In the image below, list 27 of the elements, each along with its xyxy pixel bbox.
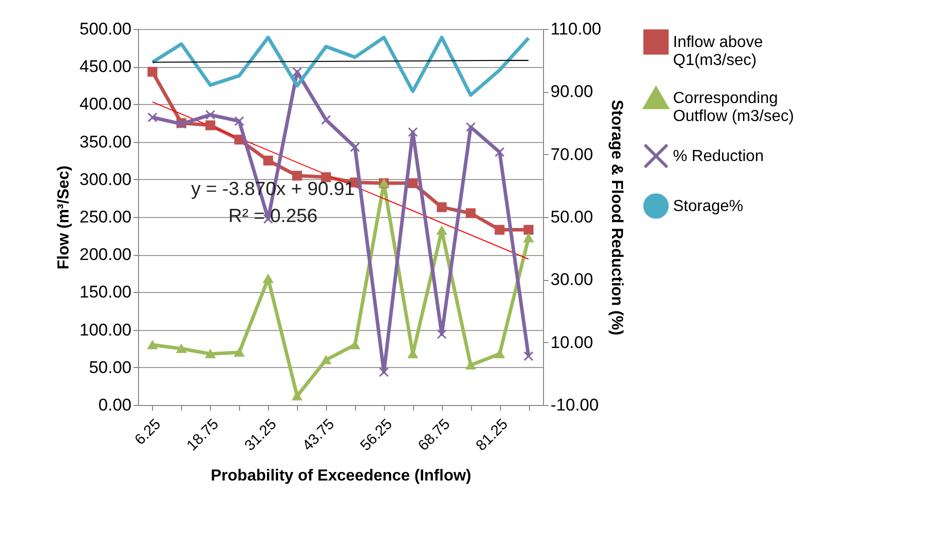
legend-label: % Reduction [673, 148, 764, 165]
y-tick-label: 200.00 [80, 245, 132, 264]
x-tick-label: 6.25 [132, 416, 164, 448]
y-tick-label: 0.00 [98, 396, 132, 414]
y-tick-label: 400.00 [80, 94, 132, 114]
y2-tick-label: 70.00 [550, 144, 594, 164]
y-tick-label: 50.00 [88, 358, 132, 377]
y2-tick-label: 110.00 [550, 20, 602, 38]
y-tick-label: 500.00 [80, 20, 132, 38]
y-tick-label: 350.00 [80, 132, 132, 152]
y2-tick-label: 90.00 [550, 82, 594, 102]
y-tick-label: 450.00 [80, 57, 132, 76]
y-tick-label: 100.00 [80, 320, 132, 340]
legend-label: Inflow above Q1(m3/sec) [673, 34, 763, 69]
y-tick-label: 250.00 [80, 208, 132, 226]
x-axis-title: Probability of Exceedence (Inflow) [210, 468, 472, 485]
y2-tick-label: 50.00 [550, 208, 594, 226]
y2-tick-label: 30.00 [550, 270, 594, 290]
legend-label: Corresponding Outflow (m3/sec) [673, 90, 794, 125]
y-axis-title: Flow (m³/Sec) [56, 165, 73, 270]
y2-axis-title: Storage & Flood Reduction (%) [608, 100, 626, 336]
annotation: R² = 0.256 [228, 206, 318, 227]
legend-label: Storage% [673, 198, 744, 215]
y2-tick-label: 10.00 [550, 332, 594, 352]
y-tick-label: 150.00 [80, 282, 132, 302]
y2-tick-label: -10.00 [550, 396, 599, 414]
y-tick-label: 300.00 [80, 170, 132, 189]
